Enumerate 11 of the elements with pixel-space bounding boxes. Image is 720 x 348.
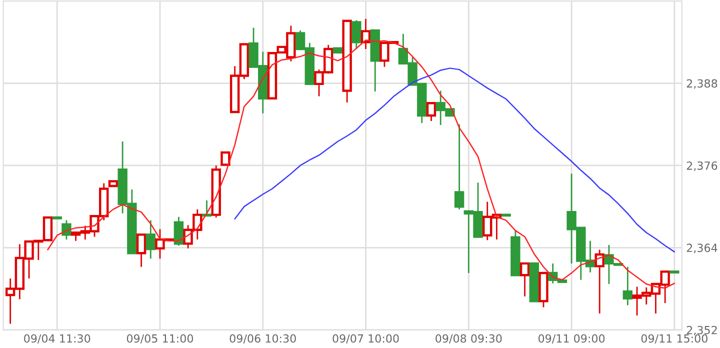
x-tick-label: 09/11 09:00 [538, 334, 605, 344]
y-tick-label: 2,388 [686, 79, 718, 89]
y-tick-label: 2,376 [686, 161, 718, 171]
y-tick-label: 2,352 [686, 326, 717, 336]
y-tick-label: 2,364 [686, 244, 718, 254]
x-tick-label: 09/11 15:00 [641, 334, 708, 344]
x-tick-label: 09/08 09:30 [436, 334, 502, 344]
x-tick-label: 09/07 10:00 [332, 334, 399, 344]
x-tick-label: 09/06 10:30 [230, 334, 296, 344]
x-tick-label: 09/04 11:30 [24, 334, 90, 344]
x-tick-label: 09/05 11:00 [126, 334, 194, 344]
